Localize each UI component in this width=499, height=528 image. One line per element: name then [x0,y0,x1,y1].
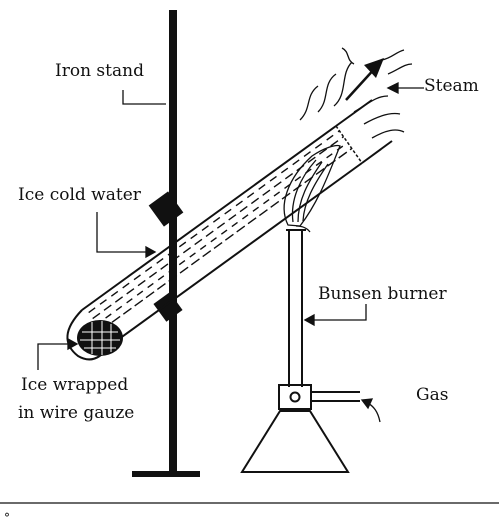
label-bunsen-burner: Bunsen burner [318,284,447,304]
stand-rod [169,10,177,473]
tube-wall-lower-ext [361,140,393,164]
ice-water-leader-head [145,245,157,259]
ice-gauze-leader [37,343,72,370]
label-ice-wrapped-line1: Ice wrapped [21,375,129,395]
bunsen-leader-head [303,313,315,327]
gas-arrow-head [360,398,374,410]
burner-base [240,410,350,473]
label-steam: Steam [424,76,479,96]
burner-air-hole [289,391,301,403]
burner-flame [283,144,341,233]
ice-gauze-ball [77,320,123,356]
iron-stand [132,10,200,477]
steam-leader-head [386,81,399,95]
label-ice-wrapped-line2: in wire gauze [18,403,135,423]
bunsen-burner [240,229,360,473]
water-surface [335,125,363,164]
iron-stand-leader [122,90,166,105]
stand-clamp-lower [153,292,183,322]
burner-air-collar [278,384,312,410]
ice-cold-water [82,126,359,347]
tube-wall-upper [81,125,337,311]
label-iron-stand: Iron stand [55,61,144,81]
label-gas: Gas [416,385,449,405]
stand-base [132,471,200,477]
ice-water-leader [96,212,150,253]
steam-wisps [299,47,413,139]
footer-mark: ° [4,511,10,525]
bunsen-leader [310,304,367,321]
ice-gauze-leader-head [67,337,79,351]
label-ice-cold-water: Ice cold water [18,185,141,205]
stand-clamp-upper [148,191,184,227]
steam-direction-arrow [345,58,384,101]
